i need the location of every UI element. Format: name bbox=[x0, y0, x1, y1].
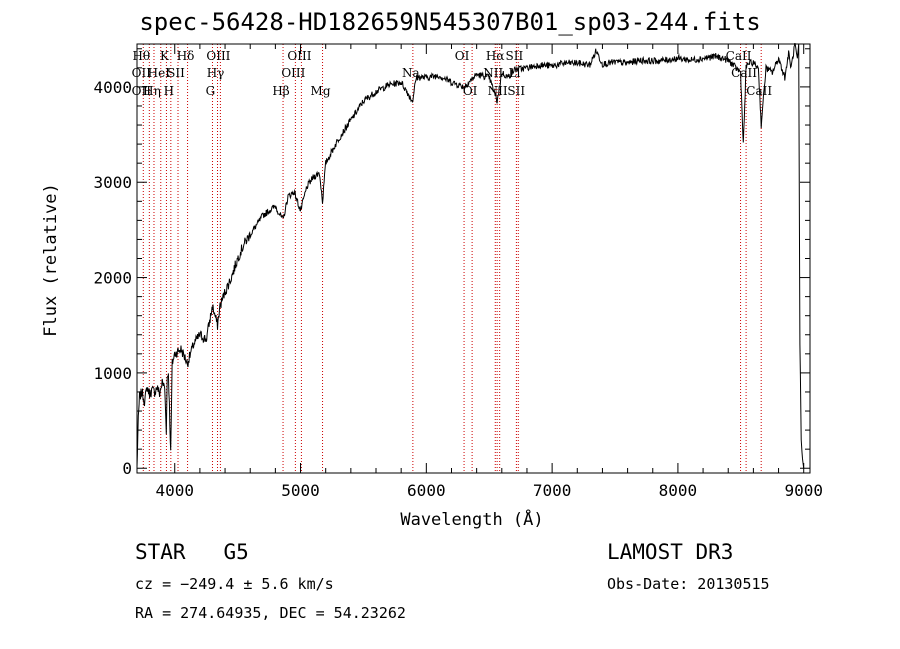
x-tick-label: 9000 bbox=[784, 481, 823, 500]
line-label: Mg bbox=[311, 84, 331, 98]
axis-ticks: 4000 5000 6000 7000 8000 9000 0 1000 2000 3000 400… bbox=[93, 44, 823, 500]
line-label: Hδ bbox=[177, 49, 195, 63]
chart-title: spec-56428-HD182659N545307B01_sp03-244.f… bbox=[139, 8, 761, 36]
line-label: HeI bbox=[148, 66, 171, 80]
line-label: SII bbox=[167, 66, 185, 80]
line-label: Hα bbox=[486, 49, 505, 63]
x-tick-label: 6000 bbox=[407, 481, 446, 500]
line-label: H bbox=[164, 84, 174, 98]
obs-date-label: Obs-Date: 20130515 bbox=[607, 575, 770, 593]
x-tick-label: 7000 bbox=[533, 481, 572, 500]
line-label: Hβ bbox=[272, 84, 289, 98]
line-label: G bbox=[206, 84, 216, 98]
redshift-label: cz = −249.4 ± 5.6 km/s bbox=[135, 575, 334, 593]
object-class: STAR G5 bbox=[135, 540, 249, 564]
x-tick-label: 4000 bbox=[155, 481, 194, 500]
class-label: STAR bbox=[135, 540, 186, 564]
line-label: Li bbox=[508, 66, 520, 80]
line-label: SII bbox=[507, 84, 525, 98]
line-label: K bbox=[160, 49, 170, 63]
line-label: Hγ bbox=[207, 66, 225, 80]
line-label: Na bbox=[402, 66, 420, 80]
line-label: Hη bbox=[143, 84, 161, 98]
line-label: Hθ bbox=[132, 49, 150, 63]
line-label: OIII bbox=[287, 49, 311, 63]
line-label: SII bbox=[506, 49, 524, 63]
y-tick-label: 2000 bbox=[93, 269, 132, 288]
x-tick-label: 5000 bbox=[281, 481, 320, 500]
survey-label: LAMOST DR3 bbox=[607, 540, 734, 564]
line-label: OIII bbox=[281, 66, 305, 80]
line-label: CaII bbox=[726, 49, 752, 63]
line-label: OI bbox=[463, 84, 478, 98]
y-tick-label: 1000 bbox=[93, 364, 132, 383]
subclass-label: G5 bbox=[223, 540, 249, 564]
spectral-line-markers bbox=[142, 44, 762, 473]
x-tick-label: 8000 bbox=[659, 481, 698, 500]
x-axis-label: Wavelength (Å) bbox=[400, 510, 544, 530]
line-label: CaII bbox=[731, 66, 757, 80]
y-tick-label: 0 bbox=[122, 459, 132, 478]
spectral-line-labels: HθOIIOIIHηHeIKHSIIHδGHγOIIIHβOIIIOIIIMgN… bbox=[132, 49, 773, 98]
y-axis-label: Flux (relative) bbox=[41, 183, 61, 337]
y-tick-label: 3000 bbox=[93, 173, 132, 192]
line-label: OIII bbox=[206, 49, 230, 63]
line-label: OI bbox=[455, 49, 470, 63]
coordinates-label: RA = 274.64935, DEC = 54.23262 bbox=[135, 604, 406, 622]
y-tick-label: 4000 bbox=[93, 78, 132, 97]
spectrum-line bbox=[136, 42, 805, 469]
